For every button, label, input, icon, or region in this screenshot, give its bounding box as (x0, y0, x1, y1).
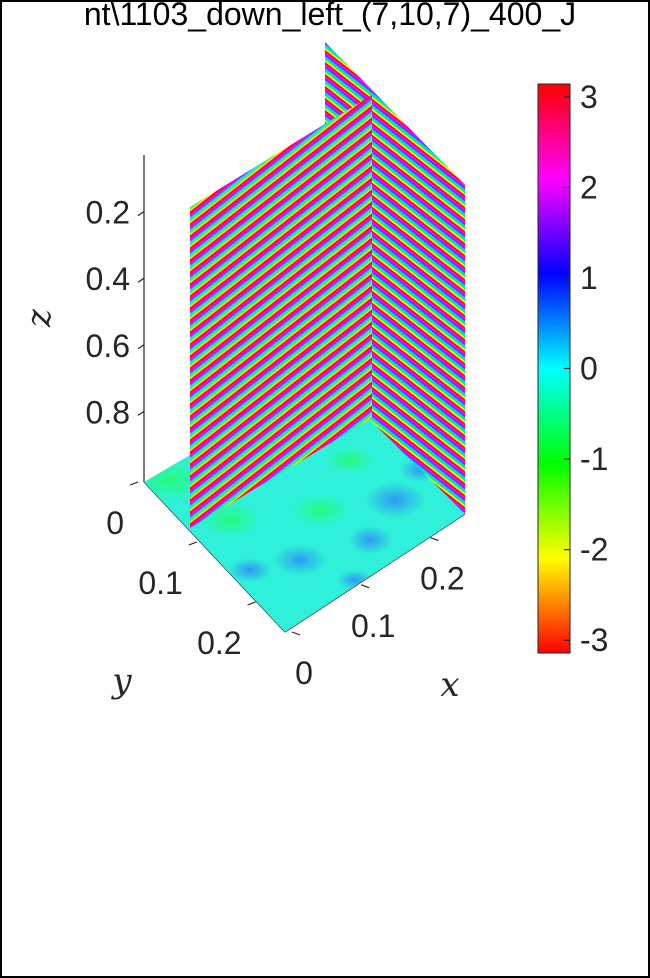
y-tick-mark (129, 481, 139, 486)
y-ticks: 0 0.1 0.2 (106, 481, 256, 661)
x-tick-label: 0.1 (351, 608, 395, 644)
z-tick-label: 0.4 (86, 261, 130, 297)
z-tick-label: 0.8 (86, 394, 130, 430)
x-axis-label: x (440, 665, 459, 705)
y-tick-label: 0.2 (197, 625, 241, 661)
y-tick-label: 0.1 (138, 565, 182, 601)
x-tick-label: 0 (295, 655, 313, 691)
colorbar-tick-label: 3 (580, 79, 598, 115)
x-tick-label: 0.2 (420, 561, 464, 597)
figure-title: nt\1103_down_left_(7,10,7)_400_J (83, 0, 577, 32)
y-axis-label: y (110, 661, 132, 701)
z-axis-label: z (19, 308, 59, 328)
z-tick-mark (137, 344, 145, 350)
z-tick-mark (137, 410, 145, 416)
colorbar-tick-label: -1 (580, 441, 608, 477)
x-tick-mark (360, 584, 370, 589)
yz-slice (372, 95, 465, 514)
z-tick-mark (137, 277, 145, 283)
x-ticks: 0 0.1 0.2 (291, 537, 465, 691)
colorbar-tick-label: 0 (580, 351, 598, 387)
z-ticks: 0.2 0.4 0.6 0.8 (86, 195, 145, 430)
x-tick-mark (430, 537, 439, 542)
y-tick-mark (188, 541, 198, 546)
z-tick-label: 0.6 (86, 328, 130, 364)
colorbar-tick-label: 2 (580, 169, 598, 205)
z-tick-label: 0.2 (86, 195, 130, 231)
z-tick-mark (137, 211, 145, 217)
y-tick-label: 0 (106, 505, 124, 541)
colorbar-tick-label: -2 (580, 532, 608, 568)
xz-slice (190, 95, 372, 528)
colorbar-tick-label: 1 (580, 260, 598, 296)
colorbar-ticks: -3 -2 -1 0 1 2 3 (564, 79, 608, 658)
colorbar-tick-label: -3 (580, 622, 608, 658)
x-tick-mark (291, 631, 301, 636)
y-tick-mark (247, 601, 256, 606)
